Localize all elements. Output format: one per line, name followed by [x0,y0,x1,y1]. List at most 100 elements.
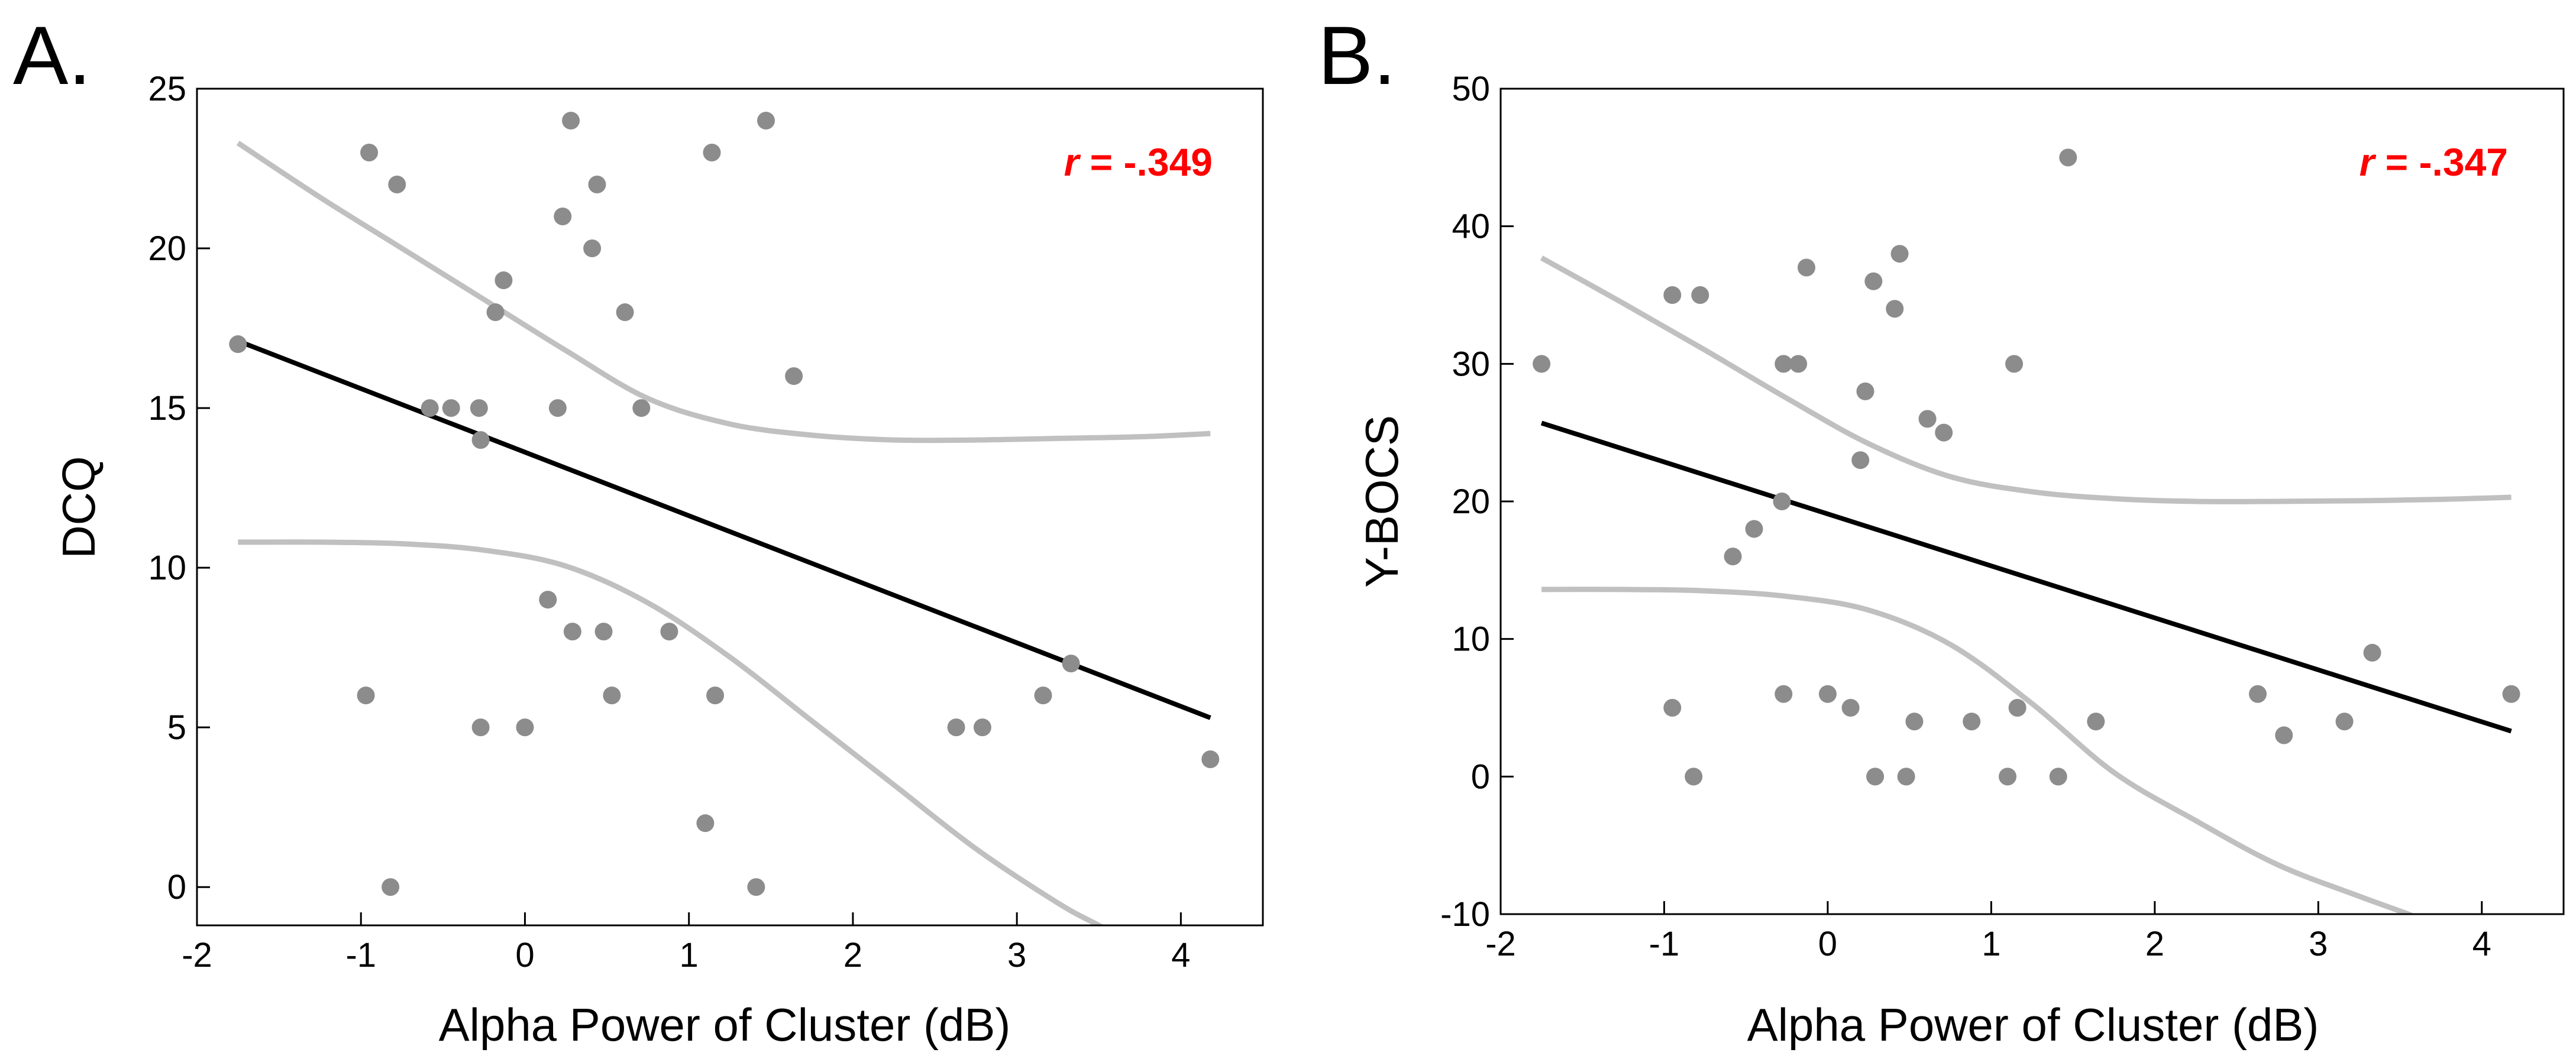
panel-a-ci-upper-line [236,141,1211,443]
panel-b-data-point [1533,355,1551,373]
panel-a-x-tick-label: -2 [182,936,212,974]
panel-b-regression-line [1540,420,2512,734]
panel-b-data-point [2502,685,2520,703]
panel-b-data-point [1866,767,1885,786]
panel-b-data-point [1775,685,1793,703]
panel-b-data-points [1533,148,2520,786]
panel-a-data-point [747,878,765,896]
panel-b-y-tick-label: 10 [1452,620,1490,659]
panel-a-y-tick-label: 20 [148,229,186,268]
panel-a-data-point [706,686,725,705]
panel-a-letter: A. [13,9,91,102]
panel-b-data-point [2335,713,2354,731]
panel-a-y-tick-label: 10 [148,549,186,587]
panel-a-plot-frame [196,88,1264,927]
panel-a-data-point [973,718,991,737]
panel-b-data-point [1864,272,1883,290]
panel-b-data-point [2005,355,2024,373]
panel-a-data-point [632,399,651,417]
panel-b-data-point [1773,493,1791,510]
panel-b-data-point [2087,713,2105,731]
panel-a-data-point [470,399,488,417]
panel-a-x-axis-label: Alpha Power of Cluster (dB) [439,999,1011,1051]
panel-b-y-tick-label: 0 [1471,757,1490,796]
panel-a-data-point [360,144,379,162]
panel-b-data-point [2049,767,2067,786]
panel-b-data-point [1918,410,1937,428]
panel-a-x-tick-label: 3 [1007,936,1026,974]
panel-a-data-point [696,814,715,833]
panel-b-data-point [1890,245,1909,263]
panel-a-data-point [947,718,965,737]
panel-b-data-point [2275,726,2293,744]
panel-b-y-axis-label: Y-BOCS [1356,415,1408,588]
panel-b-data-point [1886,300,1904,318]
panel-b-y-tick-label: 40 [1452,208,1490,246]
panel-b-ci-lower-line [1541,587,2416,914]
panel-a-y-tick-label: 0 [167,868,186,906]
panel-a-data-point [603,686,621,705]
panel-a-data-point [516,718,534,737]
panel-b-data-point [1905,713,1924,731]
panel-a-data-point [757,112,775,130]
panel-b-data-point [1999,767,2017,786]
panel-b-data-point [1724,548,1742,566]
panel-b-ci-bands [1540,255,2512,914]
panel-b-correlation-label: r = -.347 [2360,140,2508,184]
panel-b-data-point [1818,685,1837,703]
panel-a-y-tick-label: 5 [167,708,186,747]
panel-a-ci-lower-line [238,539,1105,925]
panel-b-data-point [1663,699,1682,717]
panel-b-data-point [1745,520,1763,538]
panel-a-data-point [1062,655,1080,673]
panel-b-plot-frame [1499,88,2565,915]
panel-b-ci-upper-line [1540,255,2512,504]
panel-b-x-tick-label: -1 [1649,925,1680,963]
panel-a-data-point [357,686,375,705]
panel-b-x-tick-label: 4 [2472,925,2491,963]
panel-a: A. -2 -1 0 1 2 3 4 0 5 10 15 20 25 r = -.349 Alpha P… [13,9,1264,1051]
panel-b-x-tick-label: 0 [1818,925,1837,963]
panel-b-correlation-value: = -.347 [2374,140,2508,184]
panel-b-data-point [2008,699,2026,717]
panel-a-data-point [1201,750,1220,769]
panel-b-data-point [1856,382,1874,400]
panel-a-x-tick-label: -1 [345,936,376,974]
panel-b-data-point [2249,685,2267,703]
panel-a-x-tick-label: 2 [843,936,862,974]
panel-a-data-point [539,591,557,609]
panel-b-data-point [1851,451,1870,469]
panel-a-data-point [388,176,406,194]
panel-a-data-point [703,144,721,162]
panel-b-x-tick-label: 3 [2309,925,2328,963]
panel-a-data-point [471,431,490,449]
panel-a-data-point [1034,686,1052,705]
panel-a-x-tick-label: 1 [680,936,699,974]
panel-a-y-tick-label: 25 [148,70,186,108]
panel-a-y-axis-label: DCQ [53,456,105,558]
panel-b-y-tick-label: 20 [1452,482,1490,521]
panel-a-regression-line [237,338,1211,720]
panel-a-data-point [588,176,606,194]
panel-b-data-point [2059,148,2077,167]
panel-a-x-tick-label: 4 [1171,936,1190,974]
panel-a-data-point [494,271,513,290]
panel-b-data-point [1963,713,1981,731]
panel-a-data-point [229,335,247,354]
panel-b-data-point [1789,355,1808,373]
panel-a-data-point [616,303,634,322]
panel-b-y-tick-label: -10 [1440,895,1490,934]
panel-b-correlation-r: r [2360,140,2377,184]
panel-a-data-point [421,399,439,417]
panel-a-data-points [229,112,1220,896]
panel-b-data-point [1663,286,1682,304]
panel-a-data-point [785,367,803,386]
panel-a-data-point [442,399,460,417]
panel-b-data-point [1841,699,1860,717]
panel-a-data-point [548,399,567,417]
panel-b-data-point [1797,258,1815,277]
panel-a-correlation-value: = -.349 [1079,140,1213,184]
